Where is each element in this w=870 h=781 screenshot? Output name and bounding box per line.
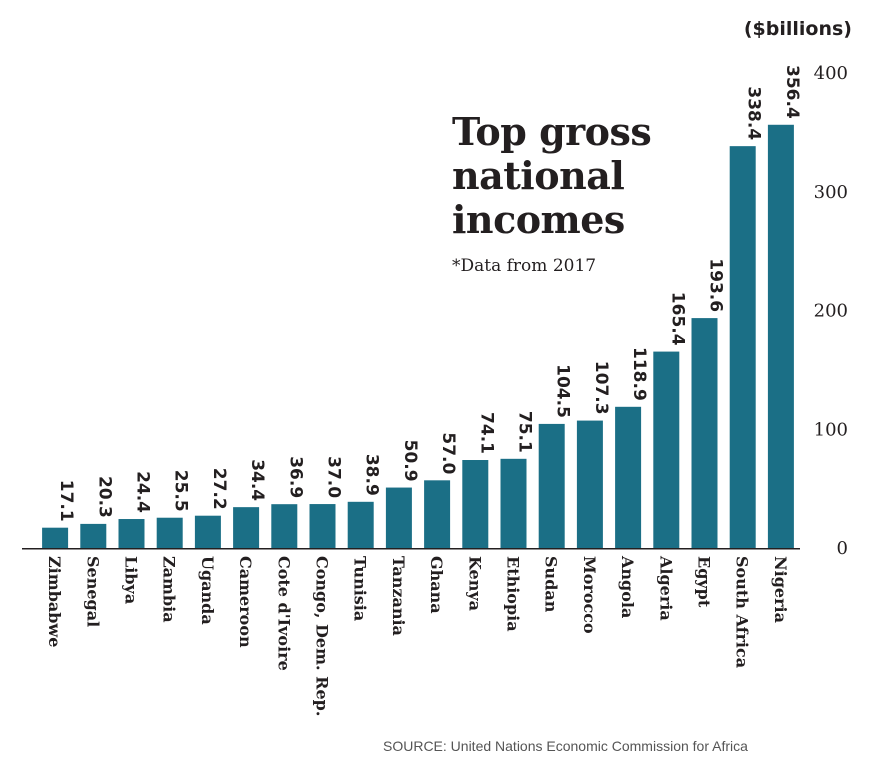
value-label: 27.2 (209, 468, 229, 510)
bar-libya (118, 519, 145, 548)
bar-zimbabwe (42, 527, 69, 548)
bar-tunisia (347, 501, 374, 548)
value-label: 38.9 (362, 454, 382, 496)
category-label: Angola (618, 555, 637, 618)
value-label: 17.1 (56, 480, 76, 522)
y-tick-label: 400 (814, 63, 848, 84)
category-label: Zimbabwe (45, 556, 64, 647)
bar-cote-d-ivoire (271, 504, 298, 548)
chart-title: Top gross national incomes (452, 109, 652, 242)
category-label: Libya (122, 556, 141, 604)
value-label: 20.3 (94, 476, 114, 518)
value-label: 50.9 (400, 440, 420, 482)
category-label: Uganda (198, 556, 217, 625)
value-label: 165.4 (667, 292, 687, 346)
category-label: Congo, Dem. Rep. (313, 556, 332, 716)
category-label: Algeria (656, 555, 675, 621)
y-axis-ticks-group: 0 100 200 300 400 (814, 63, 848, 559)
y-tick-label: 100 (814, 419, 848, 440)
bar-zambia (156, 517, 183, 548)
bar-sudan (538, 423, 565, 548)
category-label: Sudan (542, 556, 561, 613)
category-label: Kenya (465, 556, 484, 611)
title-block: Top gross national incomes *Data from 20… (452, 109, 712, 277)
y-axis-unit-label: ($billions) (743, 18, 852, 40)
value-label: 104.5 (553, 364, 573, 418)
category-labels-group: Zimbabwe Senegal Libya Zambia Uganda Cameroon… (45, 555, 790, 716)
category-label: Cameroon (236, 556, 255, 648)
bar-algeria (653, 351, 680, 548)
value-label: 36.9 (285, 456, 305, 498)
value-label: 34.4 (247, 459, 267, 501)
y-tick-label: 300 (814, 182, 848, 203)
category-label: Tunisia (351, 556, 370, 621)
category-label: Ghana (427, 556, 446, 614)
value-label: 25.5 (171, 470, 191, 512)
category-label: Ethiopia (504, 556, 523, 632)
bar-congo-dem-rep- (309, 504, 336, 548)
category-label: Zambia (160, 556, 179, 623)
value-labels-group: 17.1 20.3 24.4 25.5 27.2 34.4 36.9 37.0 38.9 50.9… (56, 65, 802, 522)
bar-tanzania (385, 487, 412, 548)
value-label: 75.1 (515, 411, 535, 453)
category-label: Nigeria (771, 556, 790, 623)
bar-cameroon (233, 507, 260, 548)
value-label: 118.9 (629, 347, 649, 401)
bar-ghana (424, 480, 451, 548)
y-tick-label: 200 (814, 301, 848, 322)
bar-kenya (462, 460, 489, 548)
value-label: 37.0 (324, 456, 344, 498)
bar-angola (615, 406, 642, 548)
bar-uganda (194, 515, 221, 548)
category-label: Egypt (695, 556, 714, 608)
source-note: SOURCE: United Nations Economic Commissi… (383, 738, 748, 754)
value-label: 74.1 (476, 412, 496, 454)
category-label: Senegal (83, 556, 102, 627)
bar-morocco (576, 420, 603, 548)
value-label: 193.6 (706, 258, 726, 312)
value-label: 356.4 (782, 65, 802, 119)
bar-ethiopia (500, 458, 527, 548)
bar-senegal (80, 523, 107, 548)
value-label: 338.4 (744, 86, 764, 140)
value-label: 24.4 (133, 471, 153, 513)
bar-egypt (691, 318, 718, 548)
bar-nigeria (767, 124, 794, 549)
category-label: Cote d'Ivoire (274, 556, 293, 671)
bar-south-africa (729, 146, 756, 548)
category-label: Morocco (580, 556, 599, 634)
category-label: South Africa (733, 556, 752, 668)
chart-subtitle: *Data from 2017 (452, 256, 597, 276)
value-label: 107.3 (591, 361, 611, 415)
category-label: Tanzania (389, 556, 408, 636)
value-label: 57.0 (438, 432, 458, 474)
y-tick-label: 0 (837, 538, 848, 559)
bars-group (42, 124, 794, 549)
